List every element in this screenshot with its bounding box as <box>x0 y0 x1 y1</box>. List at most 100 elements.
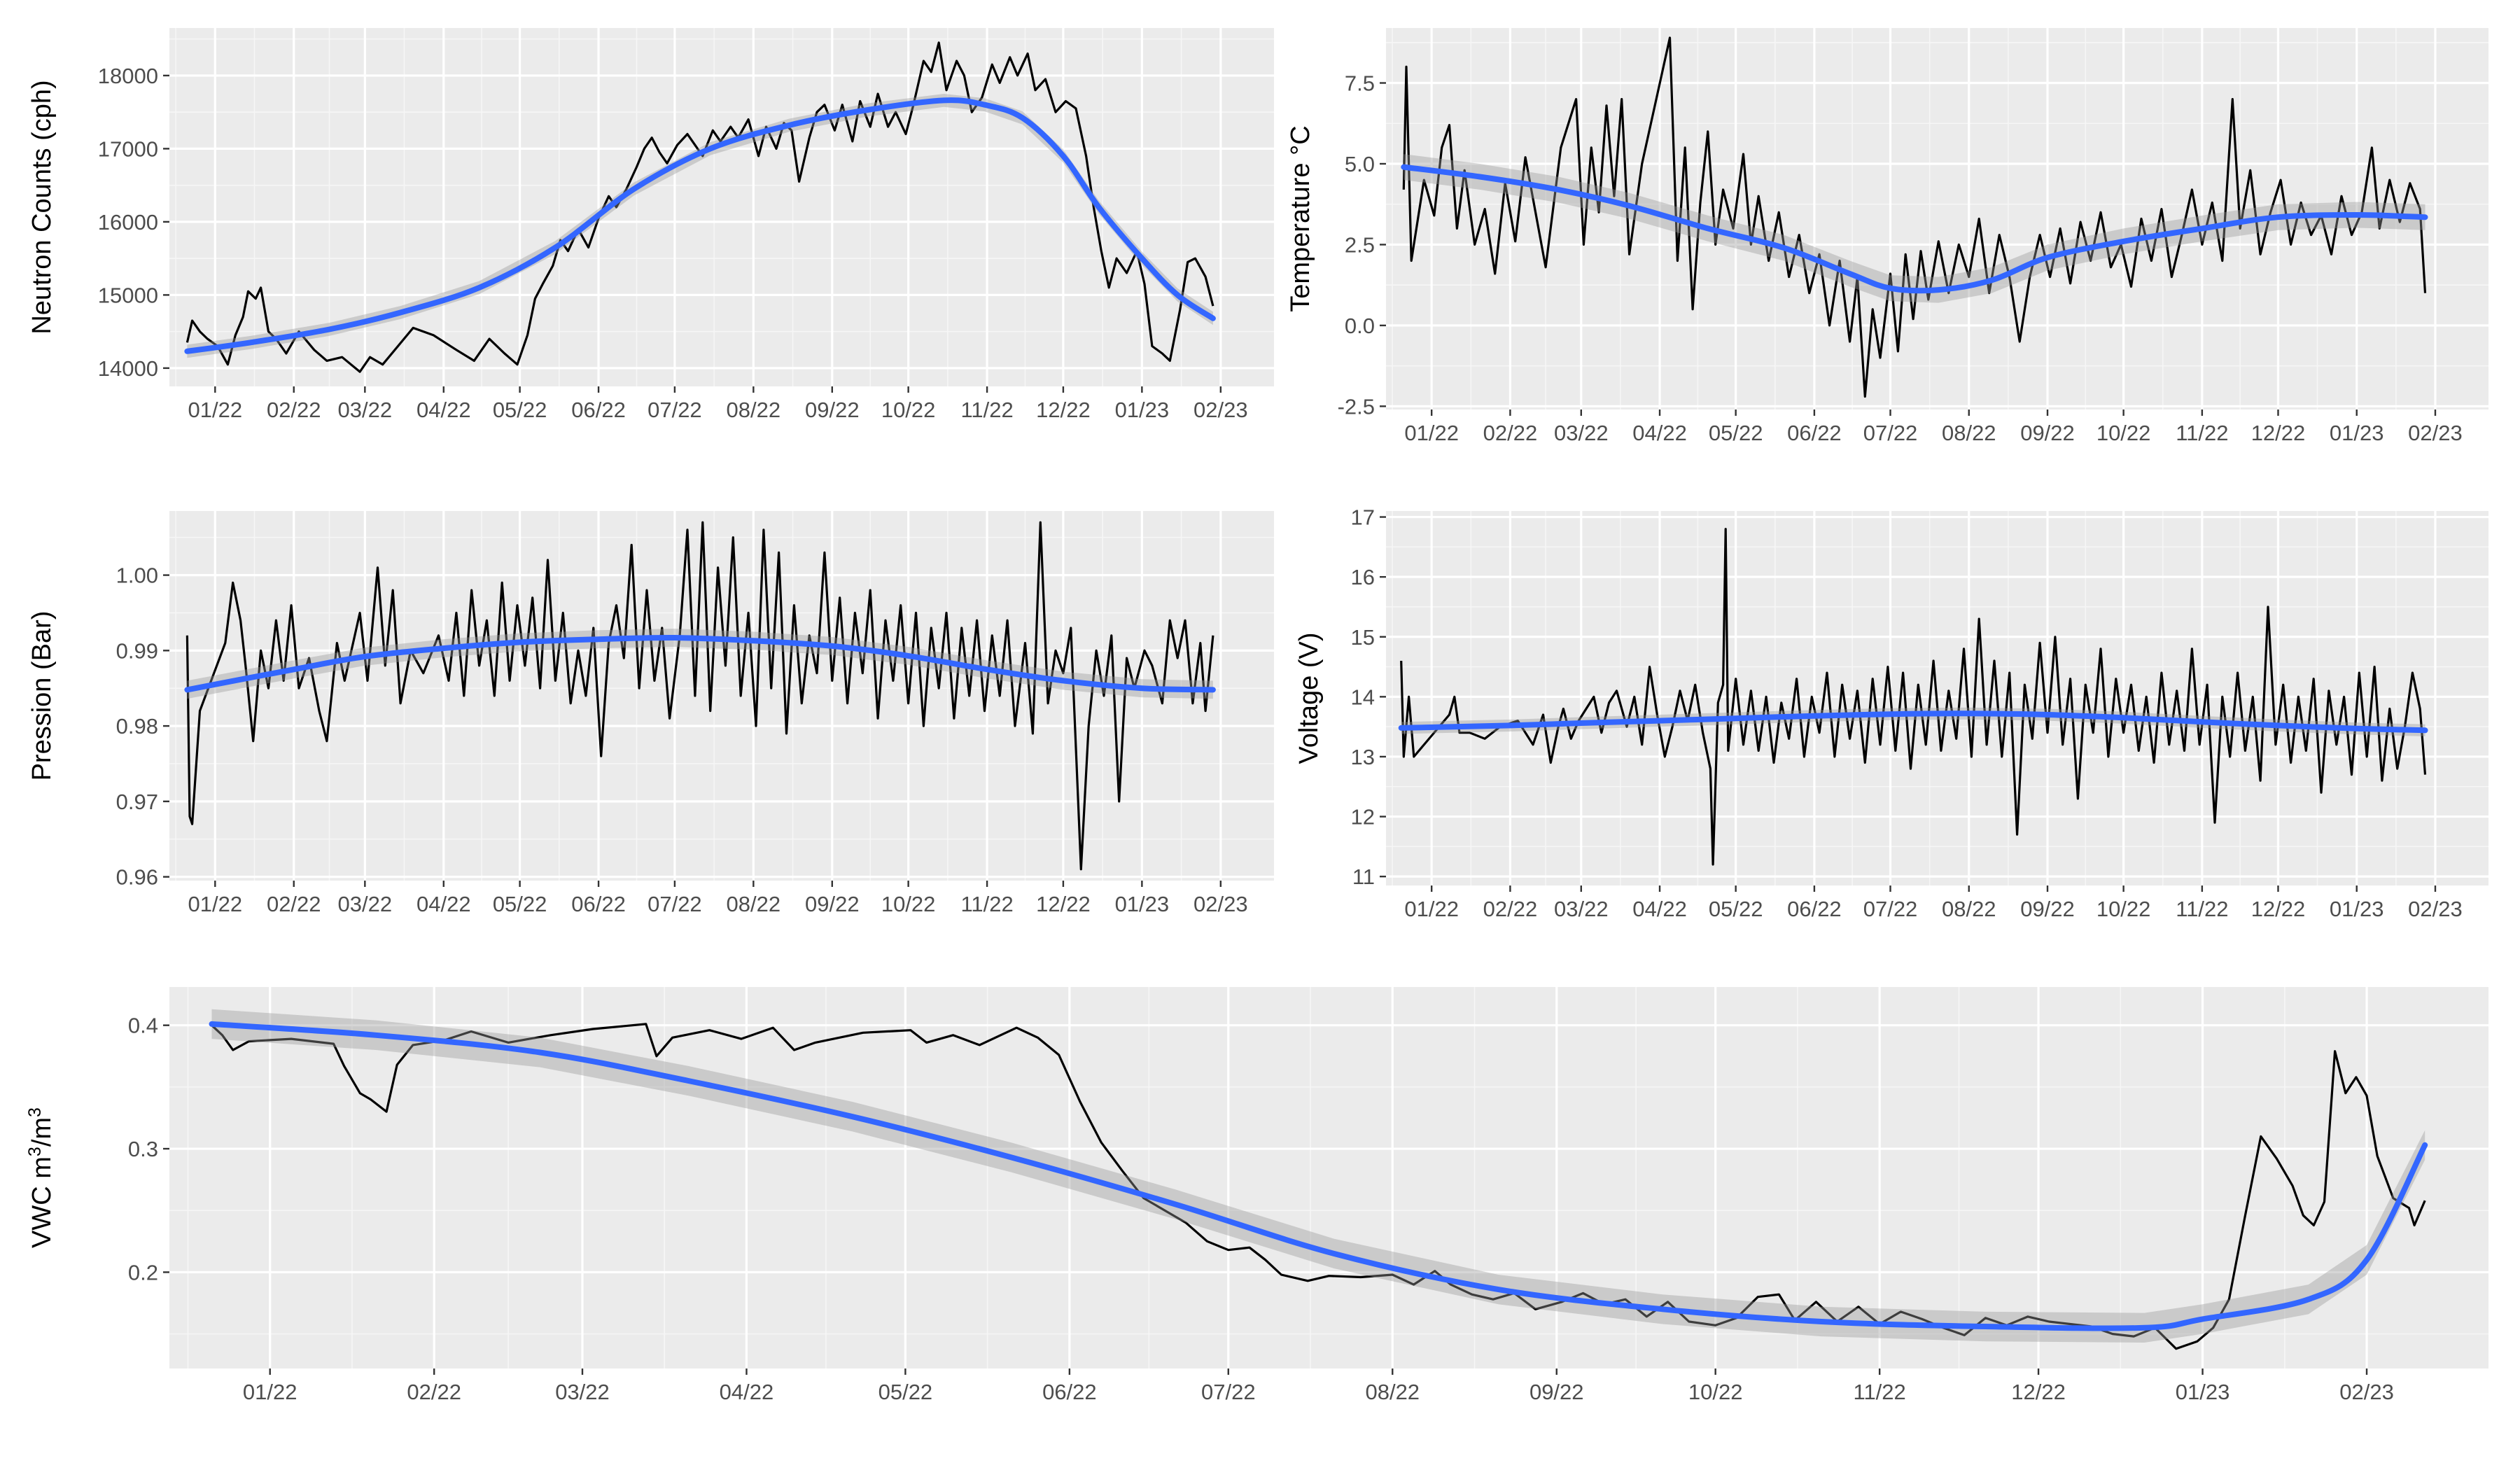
x-tick-label: 09/22 <box>805 398 860 422</box>
x-tick-label: 01/23 <box>2330 421 2384 445</box>
x-tick-label: 02/22 <box>407 1380 461 1404</box>
y-axis-title: Pression (Bar) <box>27 611 57 781</box>
y-tick-label: 14 <box>1351 685 1375 709</box>
x-tick-label: 09/22 <box>2020 897 2075 921</box>
x-tick-label: 10/22 <box>2096 421 2151 445</box>
x-tick-label: 04/22 <box>416 398 471 422</box>
temperature-panel: 01/22 02/22 03/22 04/22 05/22 06/22 07/22 08/22… <box>1286 28 2488 445</box>
x-tick-label: 04/22 <box>720 1380 774 1404</box>
plot-background <box>169 987 2488 1368</box>
smooth-confidence-band <box>211 1009 2426 1343</box>
y-tick-label: 0.2 <box>128 1260 158 1284</box>
y-axis-title-part: /m <box>27 1117 57 1147</box>
y-tick-label: 0.3 <box>128 1137 158 1161</box>
y-tick-label: 0.0 <box>1345 314 1375 338</box>
y-tick-label: 12 <box>1351 805 1375 830</box>
y-axis-title-superscript: 3 <box>25 1147 45 1156</box>
x-tick-label: 11/22 <box>2176 421 2228 445</box>
x-tick-label: 02/23 <box>1194 398 1248 422</box>
y-axis-title-part: VWC m <box>27 1156 57 1248</box>
pression-panel: 01/22 02/22 03/22 04/22 05/22 06/22 07/22 08/22… <box>27 511 1274 916</box>
raw-data-line <box>211 1023 2426 1350</box>
x-tick-label: 01/22 <box>1404 421 1459 445</box>
y-tick-label: 15 <box>1351 625 1375 650</box>
smooth-trend-line <box>1401 164 2428 294</box>
x-tick-label: 02/23 <box>2408 421 2463 445</box>
y-tick-label: 0.97 <box>116 790 158 814</box>
x-tick-label: 06/22 <box>571 892 626 916</box>
x-tick-label: 11/22 <box>1854 1380 1906 1404</box>
y-tick-label: 17000 <box>98 136 158 161</box>
x-tick-label: 08/22 <box>727 398 781 422</box>
voltage-panel: 01/22 02/22 03/22 04/22 05/22 06/22 07/22 08/22… <box>1294 505 2488 921</box>
x-tick-label: 02/22 <box>267 398 321 422</box>
y-axis-title: Neutron Counts (cph) <box>27 80 57 334</box>
x-tick-label: 12/22 <box>2011 1380 2066 1404</box>
y-tick-label: 0.98 <box>116 714 158 738</box>
x-tick-label: 06/22 <box>1787 421 1842 445</box>
x-tick-label: 05/22 <box>1709 897 1763 921</box>
x-tick-label: 07/22 <box>1863 421 1918 445</box>
x-tick-label: 06/22 <box>571 398 626 422</box>
x-tick-label: 03/22 <box>338 398 393 422</box>
y-axis-title: Voltage (V) <box>1294 633 1324 764</box>
plot-background <box>169 511 1274 881</box>
y-tick-label: 11 <box>1352 864 1375 889</box>
x-tick-label: 12/22 <box>1036 398 1091 422</box>
plot-background <box>1386 28 2488 410</box>
y-tick-label: 13 <box>1351 745 1375 769</box>
x-tick-label: 08/22 <box>1942 897 1996 921</box>
y-tick-label: 14000 <box>98 356 158 381</box>
x-tick-label: 02/22 <box>1483 897 1538 921</box>
x-tick-label: 10/22 <box>2096 897 2151 921</box>
x-tick-label: 08/22 <box>727 892 781 916</box>
x-tick-label: 10/22 <box>881 398 936 422</box>
x-tick-label: 02/22 <box>267 892 321 916</box>
x-tick-label: 05/22 <box>1709 421 1763 445</box>
x-tick-label: 01/23 <box>1115 398 1170 422</box>
x-tick-label: 01/22 <box>188 398 243 422</box>
x-tick-label: 04/22 <box>416 892 471 916</box>
smooth-trend-line <box>209 1021 2428 1331</box>
y-tick-label: 7.5 <box>1345 71 1375 96</box>
x-tick-label: 09/22 <box>1530 1380 1584 1404</box>
raw-data-line <box>186 41 1214 373</box>
x-tick-label: 01/23 <box>2176 1380 2230 1404</box>
y-tick-label: 17 <box>1351 505 1375 530</box>
vwc-panel: 01/22 02/22 03/22 04/22 05/22 06/22 07/22 08/22… <box>25 987 2488 1404</box>
y-tick-label: 0.4 <box>128 1014 158 1038</box>
x-tick-label: 06/22 <box>1042 1380 1097 1404</box>
x-tick-label: 01/22 <box>1404 897 1459 921</box>
smooth-trend-line <box>184 97 1216 354</box>
y-tick-label: 0.99 <box>116 638 158 663</box>
raw-data-line <box>186 521 1214 871</box>
y-axis-title: Temperature °C <box>1286 125 1315 312</box>
y-tick-label: -2.5 <box>1338 394 1375 419</box>
x-tick-label: 11/22 <box>960 398 1013 422</box>
x-tick-label: 11/22 <box>2176 897 2228 921</box>
x-tick-label: 08/22 <box>1365 1380 1420 1404</box>
smooth-trend-line <box>184 634 1216 693</box>
x-tick-label: 03/22 <box>1554 421 1609 445</box>
x-tick-label: 12/22 <box>1036 892 1091 916</box>
x-tick-label: 02/23 <box>2339 1380 2394 1404</box>
x-tick-label: 09/22 <box>805 892 860 916</box>
x-tick-label: 02/22 <box>1483 421 1538 445</box>
y-tick-label: 18000 <box>98 64 158 88</box>
x-tick-label: 04/22 <box>1632 897 1687 921</box>
x-tick-label: 05/22 <box>493 892 547 916</box>
x-tick-label: 01/23 <box>2330 897 2384 921</box>
smooth-confidence-band <box>187 94 1213 358</box>
x-tick-label: 12/22 <box>2251 421 2306 445</box>
x-tick-label: 03/22 <box>338 892 393 916</box>
x-tick-label: 11/22 <box>960 892 1013 916</box>
x-tick-label: 05/22 <box>878 1380 933 1404</box>
x-tick-label: 10/22 <box>881 892 936 916</box>
y-tick-label: 15000 <box>98 283 158 307</box>
y-tick-label: 5.0 <box>1345 152 1375 176</box>
x-tick-label: 10/22 <box>1688 1380 1743 1404</box>
x-tick-label: 02/23 <box>1194 892 1248 916</box>
x-tick-label: 12/22 <box>2251 897 2306 921</box>
x-tick-label: 03/22 <box>555 1380 610 1404</box>
